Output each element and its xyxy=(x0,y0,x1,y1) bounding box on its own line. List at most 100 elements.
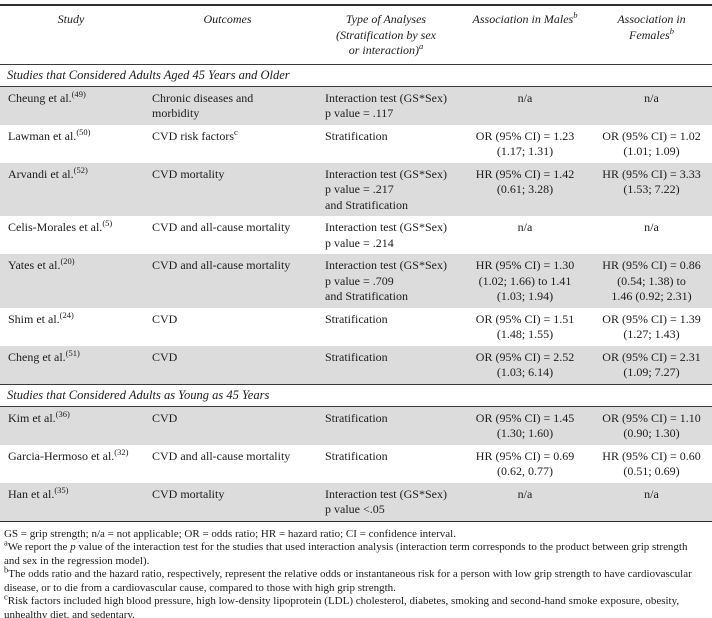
study-cell: Cheng et al.(51) xyxy=(0,346,142,385)
footnote: bThe odds ratio and the hazard ratio, re… xyxy=(4,565,706,595)
footnote: cRisk factors included high blood pressu… xyxy=(4,591,706,618)
females-association-value: (1.09; 7.27) xyxy=(623,365,680,379)
study-name: Garcia-Hermoso et al. xyxy=(8,448,115,463)
males-cell: OR (95% CI) = 2.52 (1.03; 6.14) xyxy=(459,346,591,385)
column-header-text: Association in Males xyxy=(472,12,574,26)
males-association-value: HR (95% CI) = 1.42 xyxy=(475,166,575,181)
study-cell: Han et al.(35) xyxy=(0,483,142,522)
study-name: Cheng et al. xyxy=(8,349,66,364)
females-association-value: (0.51; 0.69) xyxy=(623,464,680,478)
outcomes-cell: CVD and all-cause mortality xyxy=(142,254,313,308)
footnote-text: value of the interaction test for the st… xyxy=(4,541,688,567)
males-cell: n/a xyxy=(459,483,591,522)
males-association-value: (1.17; 1.31) xyxy=(496,144,554,158)
study-reference-number: (50) xyxy=(76,126,91,137)
section-header-row: Studies that Considered Adults Aged 45 Y… xyxy=(0,63,712,87)
column-header-footmark: a xyxy=(419,41,424,51)
females-cell: n/a xyxy=(591,483,712,522)
males-association-value: (1.30; 1.60) xyxy=(496,426,554,440)
study-reference-number: (36) xyxy=(55,408,70,419)
outcome-footmark: c xyxy=(233,126,238,137)
males-association-value: OR (95% CI) = 1.23 xyxy=(475,128,575,143)
males-association-value: HR (95% CI) = 1.30 xyxy=(475,258,575,272)
study-cell: Lawman et al.(50) xyxy=(0,125,142,163)
females-association-value: 1.46 (0.92; 2.31) xyxy=(611,289,692,303)
females-association-value: (1.01; 1.09) xyxy=(623,144,680,158)
table-row: Yates et al.(20) CVD and all-cause mortal… xyxy=(0,254,712,308)
analysis-text: Stratification xyxy=(325,128,388,143)
females-association-value: (1.53; 7.22) xyxy=(623,182,680,196)
table-row: Arvandi et al.(52) CVD mortality Interacti… xyxy=(0,162,712,217)
females-association-value: HR (95% CI) = 0.86 xyxy=(602,258,701,272)
study-cell: Cheung et al.(49) xyxy=(0,86,142,125)
study-cell: Celis-Morales et al.(5) xyxy=(0,216,142,254)
males-association-value: (1.02; 1.66) to 1.41 xyxy=(478,273,572,288)
study-name: Yates et al. xyxy=(8,258,61,272)
outcome-text: CVD and all-cause mortality xyxy=(152,448,291,463)
study-reference-number: (35) xyxy=(54,484,69,495)
table-row: Kim et al.(36) CVD Stratification OR (95% C… xyxy=(0,406,712,445)
males-cell: HR (95% CI) = 0.69 (0.62, 0.77) xyxy=(459,445,591,483)
analysis-text: Interaction test (GS*Sex) xyxy=(325,166,447,181)
analysis-text: Stratification xyxy=(325,311,388,326)
females-cell: n/a xyxy=(591,86,712,125)
study-reference-number: (24) xyxy=(59,309,74,320)
analysis-cell: Interaction test (GS*Sex) p value = .709 a… xyxy=(313,254,459,308)
header-row: Study Outcomes Type of Analyses (Stratifica… xyxy=(0,5,712,64)
analysis-text: p value = .117 xyxy=(325,106,394,120)
females-cell: OR (95% CI) = 2.31 (1.09; 7.27) xyxy=(591,346,712,385)
column-header-text: or interaction) xyxy=(348,43,420,57)
outcomes-cell: CVD and all-cause mortality xyxy=(142,216,313,254)
males-association-value: HR (95% CI) = 0.69 xyxy=(475,448,575,463)
females-cell: OR (95% CI) = 1.02 (1.01; 1.09) xyxy=(591,125,712,163)
males-cell: OR (95% CI) = 1.23 (1.17; 1.31) xyxy=(459,125,591,163)
column-header-footmark: b xyxy=(573,10,578,20)
females-cell: HR (95% CI) = 0.86 (0.54; 1.38) to 1.46 (0… xyxy=(591,254,712,308)
study-reference-number: (52) xyxy=(73,164,88,175)
study-reference-number: (5) xyxy=(102,218,113,228)
column-header-text: Study xyxy=(57,12,85,26)
study-name: Arvandi et al. xyxy=(8,166,74,181)
analysis-cell: Interaction test (GS*Sex) p value = .117 xyxy=(313,86,459,125)
footnote-marker: c xyxy=(4,591,8,602)
outcome-text: CVD and all-cause mortality xyxy=(152,258,291,272)
outcome-text: CVD and all-cause mortality xyxy=(152,220,291,234)
outcomes-cell: CVD mortality xyxy=(142,483,313,522)
females-association-value: n/a xyxy=(644,486,659,501)
study-name: Shim et al. xyxy=(8,311,60,326)
outcomes-cell: CVD xyxy=(142,308,313,346)
analysis-cell: Interaction test (GS*Sex) p value = .214 xyxy=(313,216,459,254)
study-cell: Kim et al.(36) xyxy=(0,406,142,445)
analysis-cell: Interaction test (GS*Sex) p value = .217 a… xyxy=(313,163,459,217)
analysis-text: Stratification xyxy=(325,410,388,425)
analysis-text: p value = .217 xyxy=(325,182,394,196)
table-row: Celis-Morales et al.(5) CVD and all-cause… xyxy=(0,216,712,254)
outcomes-cell: CVD mortality xyxy=(142,163,313,217)
study-name: Celis-Morales et al. xyxy=(8,220,103,234)
study-reference-number: (20) xyxy=(60,256,75,266)
column-header-footmark: b xyxy=(669,25,674,36)
females-cell: HR (95% CI) = 3.33 (1.53; 7.22) xyxy=(591,163,712,217)
males-association-value: OR (95% CI) = 2.52 xyxy=(475,349,575,364)
outcomes-cell: CVD xyxy=(142,346,313,385)
table-row: Lawman et al.(50) CVD risk factorsc Strati… xyxy=(0,125,712,163)
table-row: Shim et al.(24) CVD Stratification OR (95% … xyxy=(0,308,712,346)
females-association-value: (0.54; 1.38) to xyxy=(617,273,686,288)
table-row: Han et al.(35) CVD mortality Interaction t… xyxy=(0,482,712,522)
males-association-value: n/a xyxy=(517,220,533,234)
study-cell: Yates et al.(20) xyxy=(0,254,142,308)
column-header: Study xyxy=(0,5,142,64)
analysis-text: p value = .709 xyxy=(325,273,394,288)
analysis-cell: Interaction test (GS*Sex) p value <.05 xyxy=(313,483,459,522)
males-association-value: (1.03; 1.94) xyxy=(496,289,554,303)
table-header: Study Outcomes Type of Analyses (Stratifica… xyxy=(0,5,712,64)
males-association-value: OR (95% CI) = 1.45 xyxy=(475,410,575,425)
study-reference-number: (49) xyxy=(71,88,86,99)
table-row: Cheung et al.(49) Chronic diseases and mor… xyxy=(0,86,712,125)
outcome-text: CVD risk factors xyxy=(152,128,234,143)
study-reference-number: (32) xyxy=(114,446,129,457)
males-association-value: (0.62, 0.77) xyxy=(497,464,553,478)
males-association-value: n/a xyxy=(517,486,533,501)
outcome-text: CVD mortality xyxy=(152,486,225,501)
